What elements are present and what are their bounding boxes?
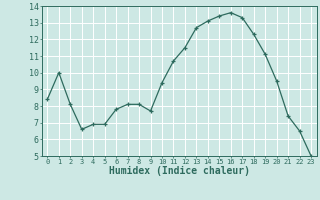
X-axis label: Humidex (Indice chaleur): Humidex (Indice chaleur) [109,166,250,176]
